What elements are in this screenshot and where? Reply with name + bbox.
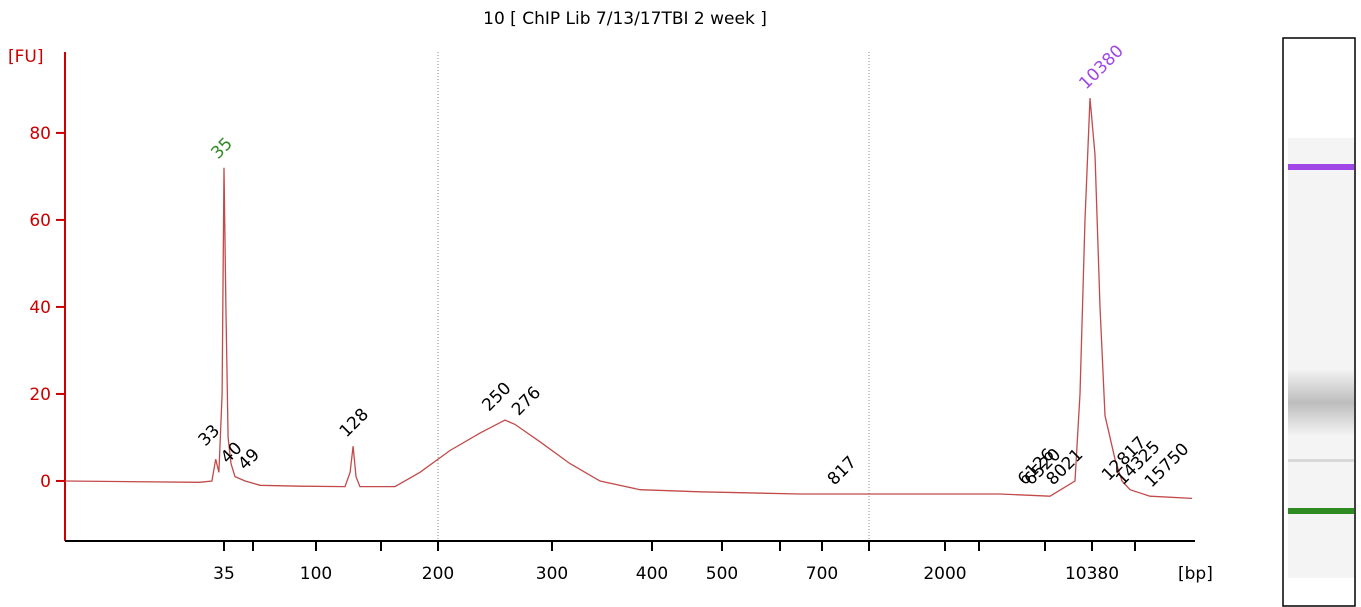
peak-label: 250 xyxy=(478,379,515,416)
gel-faint-band xyxy=(1288,459,1354,462)
x-tick-label: 2000 xyxy=(923,564,966,584)
y-tick-label: 40 xyxy=(29,298,51,318)
y-tick-label: 0 xyxy=(40,472,51,492)
y-tick-label: 80 xyxy=(29,124,51,144)
x-tick-label: 300 xyxy=(536,564,568,584)
x-tick-label: 100 xyxy=(300,564,332,584)
x-tick-label: 400 xyxy=(636,564,668,584)
gel-background xyxy=(1288,138,1354,578)
x-tick-label: 35 xyxy=(213,564,235,584)
peak-label: 817 xyxy=(824,452,861,489)
gel-smear xyxy=(1288,370,1354,435)
gel-marker-band xyxy=(1288,508,1354,514)
gel-lane xyxy=(1282,37,1356,607)
marker-label: 35 xyxy=(207,134,236,163)
trace xyxy=(65,98,1193,500)
y-tick-label: 60 xyxy=(29,211,51,231)
gel-marker-band xyxy=(1288,164,1354,170)
peak-label: 128 xyxy=(336,405,373,442)
x-tick-label: 500 xyxy=(706,564,738,584)
y-axis-label: [FU] xyxy=(8,47,44,67)
x-tick-label: 700 xyxy=(806,564,838,584)
x-tick-label: 200 xyxy=(422,564,454,584)
x-axis-label: [bp] xyxy=(1178,564,1213,584)
y-tick-label: 20 xyxy=(29,385,51,405)
marker-label: 10380 xyxy=(1075,41,1127,93)
chart-title: 10 [ ChIP Lib 7/13/17TBI 2 week ] xyxy=(483,9,767,29)
x-tick-label: 10380 xyxy=(1065,564,1119,584)
peak-label: 276 xyxy=(508,383,545,420)
